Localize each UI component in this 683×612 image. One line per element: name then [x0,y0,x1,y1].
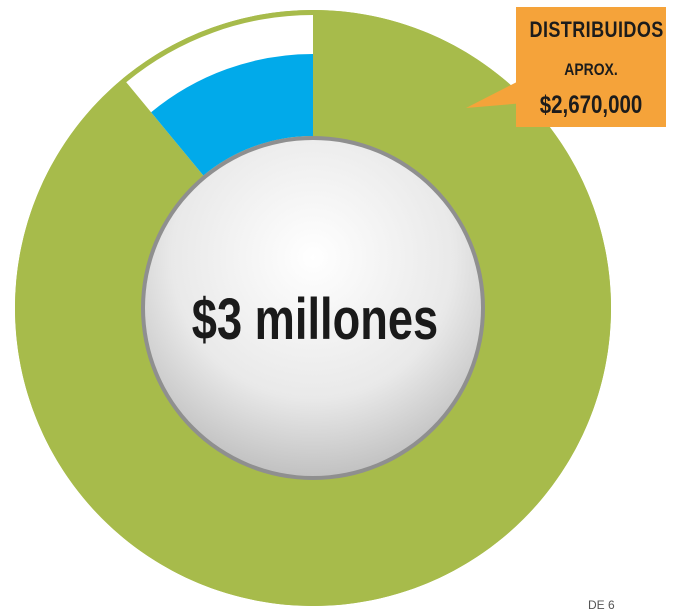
callout-amount: $2,670,000 [539,91,643,119]
distributed-callout: DISTRIBUIDOS APROX. $2,670,000 [516,7,666,127]
center-disc [145,140,481,476]
total-label: $3 millones [191,287,439,352]
callout-title: DISTRIBUIDOS [529,17,664,42]
slice-remaining-inner [151,53,313,176]
footer-text: DE 6 [588,598,615,612]
callout-approx: APROX. [564,60,618,79]
slice-distribuidos [14,10,612,607]
